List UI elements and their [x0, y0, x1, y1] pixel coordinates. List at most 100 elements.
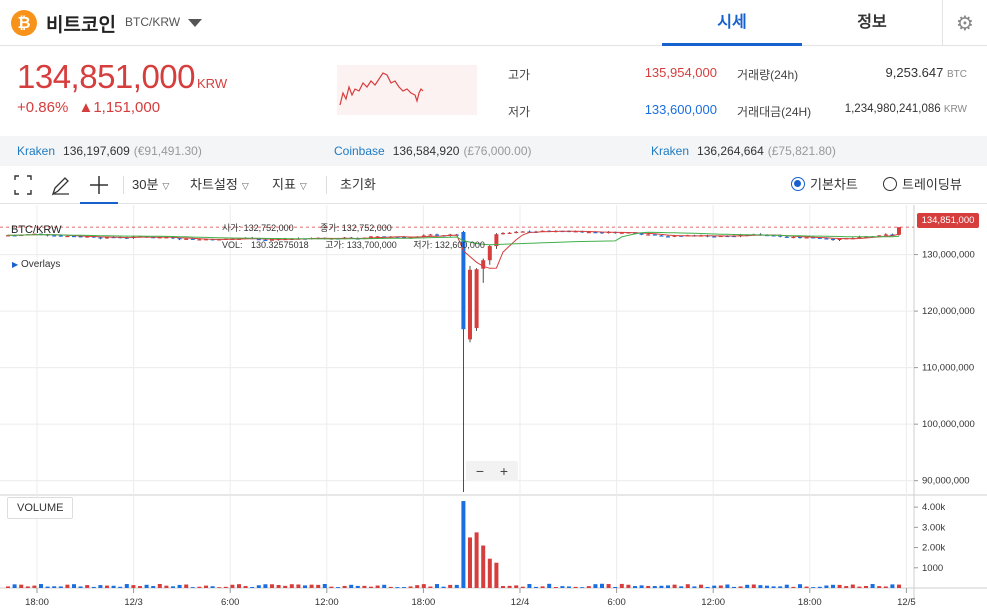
volume-bar	[171, 586, 175, 588]
volume-bar	[817, 586, 822, 588]
chart-canvas[interactable]: 130,000,000 120,000,000 110,000,000 100,000…	[0, 205, 987, 615]
price-chart[interactable]: 130,000,000 120,000,000 110,000,000 100,000…	[0, 205, 987, 615]
volume-bar	[32, 585, 37, 588]
interval-select[interactable]: 30분 ▽	[132, 166, 169, 204]
chevron-down-icon[interactable]	[188, 19, 202, 27]
volume-bar	[738, 586, 743, 588]
zoom-in-button[interactable]: +	[499, 463, 509, 479]
candle-body	[164, 237, 169, 239]
fullscreen-icon[interactable]	[14, 166, 32, 204]
tab-info[interactable]: 정보	[857, 14, 887, 31]
volume-bar	[877, 586, 882, 588]
volume-bar	[217, 587, 222, 588]
moving-average-line	[8, 230, 900, 269]
volume-bar	[699, 584, 703, 588]
volume-bar	[527, 584, 532, 588]
x-tick-label: 6:00	[607, 597, 626, 608]
x-tick-label: 12:00	[701, 597, 725, 608]
overlays-toggle[interactable]: ▶ Overlays	[12, 259, 60, 270]
volume-bar	[204, 585, 208, 588]
volume-bar	[151, 586, 156, 588]
candle-body	[177, 238, 182, 240]
chevron-down-icon: ▽	[241, 180, 249, 191]
candle-body	[619, 232, 624, 234]
candle-body	[520, 231, 525, 233]
candle-body	[897, 227, 901, 235]
volume-bar	[732, 586, 736, 588]
pencil-icon[interactable]	[50, 166, 70, 204]
volume-bar	[890, 584, 895, 588]
volume-bar	[388, 586, 393, 588]
candle-body	[652, 234, 657, 236]
candle-body	[435, 234, 439, 236]
volume-bar	[487, 558, 492, 588]
reset-button[interactable]: 초기화	[340, 177, 376, 192]
chart-settings-menu[interactable]: 차트설정 ▽	[190, 166, 249, 204]
gear-icon[interactable]: ⚙	[942, 0, 987, 46]
volume-bar	[540, 586, 545, 588]
candle-body	[184, 238, 189, 240]
volume-bar	[210, 586, 215, 588]
basic-chart-option[interactable]: 기본차트	[791, 166, 858, 204]
volume-bar	[256, 585, 261, 588]
x-tick-label: 12:00	[315, 597, 339, 608]
exchange-item[interactable]: Kraken 136,197,609 (€91,491.30)	[17, 136, 202, 166]
volume-button[interactable]: VOLUME	[7, 497, 74, 519]
exchange-item[interactable]: Kraken 136,264,664 (£75,821.80)	[651, 136, 836, 166]
volume-bar	[461, 501, 466, 588]
vol-label: VOL:	[222, 240, 243, 250]
candle-body	[72, 235, 76, 238]
volume-24h: 9,253.647 BTC	[820, 65, 967, 80]
volume-bar	[309, 584, 314, 588]
candle-body	[672, 235, 677, 237]
volume-bar	[784, 584, 789, 588]
price-unit: KRW	[197, 76, 228, 91]
volume-bar	[6, 586, 10, 588]
volume-bar	[534, 586, 538, 588]
volume-bar	[283, 585, 288, 588]
chevron-down-icon: ▽	[299, 180, 307, 191]
volume-bar	[197, 586, 202, 588]
volume-bar	[514, 585, 519, 588]
amount-24h-unit: KRW	[943, 104, 967, 115]
volume-bar	[547, 583, 552, 588]
overlays-label: Overlays	[20, 259, 61, 270]
candle-body	[824, 238, 829, 240]
volume-bar	[362, 585, 367, 588]
volume-bar	[237, 584, 241, 588]
volume-bar	[619, 583, 624, 588]
coin-name[interactable]: 비트코인	[46, 15, 116, 36]
volume-bar	[408, 586, 413, 588]
volume-bar	[633, 586, 637, 588]
volume-bar	[586, 586, 591, 588]
tab-price[interactable]: 시세	[662, 0, 802, 46]
tradingview-option[interactable]: 트레이딩뷰	[883, 166, 962, 204]
volume-bar	[758, 585, 763, 588]
volume-bar	[164, 585, 169, 588]
volume-bar	[712, 585, 717, 588]
candle-body	[270, 239, 274, 241]
exchange-item[interactable]: Coinbase 136,584,920 (£76,000.00)	[334, 136, 532, 166]
volume-bar	[718, 585, 723, 588]
candle-body	[507, 232, 512, 234]
volume-bar	[118, 586, 123, 588]
crosshair-icon[interactable]	[80, 166, 118, 204]
change-percent: +0.86%	[17, 99, 69, 116]
candle-body	[6, 235, 10, 237]
volume-bar	[52, 586, 57, 588]
volume-bar	[322, 583, 327, 588]
candle-body	[65, 235, 70, 238]
candle-body	[78, 236, 83, 238]
candle-body	[798, 236, 802, 239]
volume-bar	[230, 584, 235, 588]
candle-body	[105, 236, 109, 239]
high-value: 133,700,000	[346, 240, 397, 250]
chart-settings-label: 차트설정	[190, 177, 238, 192]
change-amount: ▲1,151,000	[78, 99, 161, 116]
volume-bar	[276, 584, 281, 588]
zoom-out-button[interactable]: −	[475, 463, 485, 479]
coin-pair[interactable]: BTC/KRW	[125, 15, 181, 29]
indicators-menu[interactable]: 지표 ▽	[272, 166, 307, 204]
volume-bar	[593, 584, 598, 588]
